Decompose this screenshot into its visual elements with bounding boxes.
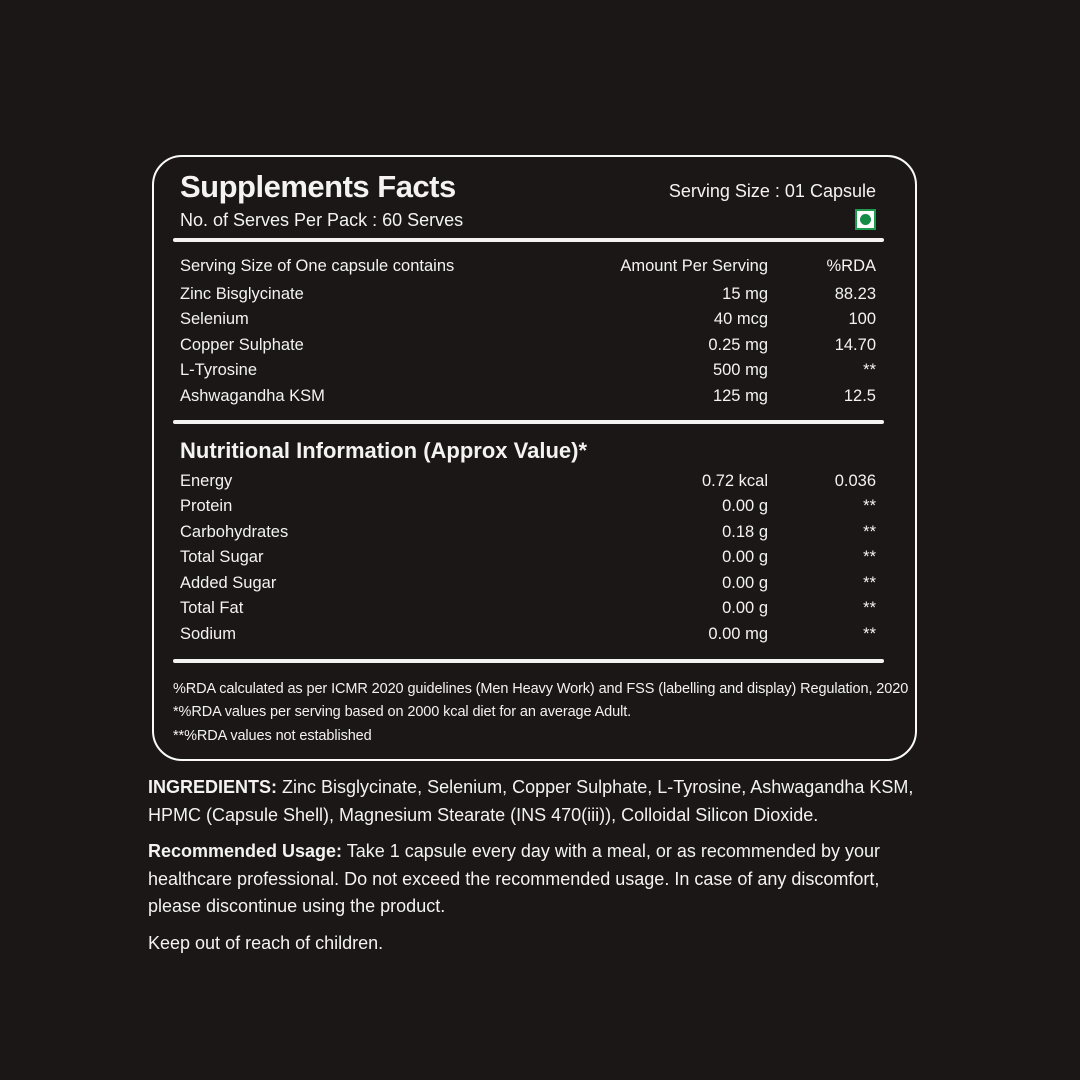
row-amount: 15 mg: [722, 284, 768, 303]
row-name: Sodium: [180, 624, 236, 643]
table-row: L-Tyrosine 500 mg **: [173, 358, 884, 384]
footnote-line: %RDA calculated as per ICMR 2020 guideli…: [173, 680, 909, 697]
nutrition-section-heading: Nutritional Information (Approx Value)*: [180, 437, 588, 463]
usage-label: Recommended Usage:: [148, 841, 343, 861]
row-amount: 0.18 g: [722, 522, 768, 541]
table-row: Copper Sulphate 0.25 mg 14.70: [173, 333, 884, 359]
row-amount: 0.25 mg: [708, 335, 768, 354]
row-rda: 88.23: [834, 284, 876, 303]
panel-title: Supplements Facts: [180, 169, 456, 204]
row-name: Added Sugar: [180, 573, 277, 592]
vegetarian-mark-icon: [855, 209, 876, 230]
section-divider: [173, 420, 884, 424]
row-rda: **: [863, 599, 876, 618]
supplement-table-header: Serving Size of One capsule contains Amo…: [173, 254, 884, 280]
table-row: Ashwagandha KSM 125 mg 12.5: [173, 384, 884, 410]
table-row: Total Sugar 0.00 g **: [173, 545, 884, 571]
row-rda: **: [863, 522, 876, 541]
table-row: Protein 0.00 g **: [173, 494, 884, 520]
column-header-name: Serving Size of One capsule contains: [180, 257, 455, 275]
row-amount: 0.00 g: [722, 573, 768, 592]
ingredients-text: Zinc Bisglycinate, Selenium, Copper Sulp…: [148, 777, 914, 825]
row-rda: **: [863, 624, 876, 643]
table-row: Selenium 40 mcg 100: [173, 307, 884, 333]
row-amount: 0.00 g: [722, 599, 768, 618]
serves-per-pack-text: No. of Serves Per Pack : 60 Serves: [180, 209, 464, 230]
table-row: Total Fat 0.00 g **: [173, 596, 884, 622]
serving-size-text: Serving Size : 01 Capsule: [668, 181, 876, 201]
table-row: Energy 0.72 kcal 0.036: [173, 469, 884, 495]
column-header-amount: Amount Per Serving: [620, 257, 768, 275]
table-row: Carbohydrates 0.18 g **: [173, 520, 884, 546]
row-rda: 100: [848, 310, 876, 329]
row-amount: 40 mcg: [713, 310, 768, 329]
row-name: L-Tyrosine: [180, 361, 258, 380]
row-name: Ashwagandha KSM: [180, 386, 325, 405]
row-rda: 12.5: [843, 386, 876, 405]
footnote-line: *%RDA values per serving based on 2000 k…: [173, 704, 632, 720]
row-name: Total Sugar: [180, 548, 264, 567]
table-row: Sodium 0.00 mg **: [173, 622, 884, 648]
row-name: Total Fat: [180, 599, 244, 618]
ingredients-paragraph: INGREDIENTS: Zinc Bisglycinate, Selenium…: [148, 774, 930, 829]
row-name: Selenium: [180, 310, 249, 329]
row-amount: 500 mg: [712, 361, 768, 380]
header-divider: [173, 238, 884, 242]
nutrition-table: Energy 0.72 kcal 0.036 Protein 0.00 g **…: [173, 469, 884, 648]
row-amount: 0.72 kcal: [701, 471, 768, 490]
column-header-rda: %RDA: [826, 257, 876, 275]
supplement-table: Zinc Bisglycinate 15 mg 88.23 Selenium 4…: [173, 282, 884, 410]
table-row: Added Sugar 0.00 g **: [173, 571, 884, 597]
row-rda: 14.70: [834, 335, 876, 354]
row-name: Protein: [180, 497, 233, 516]
panel-header-row-2: No. of Serves Per Pack : 60 Serves: [173, 209, 884, 230]
table-row: Zinc Bisglycinate 15 mg 88.23: [173, 282, 884, 308]
vegetarian-mark-dot: [860, 214, 871, 225]
panel-header-row-1: Supplements Facts Serving Size : 01 Caps…: [173, 170, 884, 203]
row-amount: 125 mg: [712, 386, 768, 405]
panel-content: Supplements Facts Serving Size : 01 Caps…: [173, 157, 909, 749]
row-name: Copper Sulphate: [180, 335, 304, 354]
row-rda: **: [863, 361, 876, 380]
row-name: Energy: [180, 471, 233, 490]
row-rda: **: [863, 573, 876, 592]
row-amount: 0.00 mg: [708, 624, 768, 643]
usage-paragraph: Recommended Usage: Take 1 capsule every …: [148, 838, 930, 921]
usage-text: Take 1 capsule every day with a meal, or…: [148, 841, 880, 916]
row-amount: 0.00 g: [722, 548, 768, 567]
row-rda: **: [863, 497, 876, 516]
caution-text: Keep out of reach of children.: [148, 932, 384, 953]
row-rda: **: [863, 548, 876, 567]
below-panel-text: INGREDIENTS: Zinc Bisglycinate, Selenium…: [148, 774, 930, 966]
ingredients-label: INGREDIENTS:: [148, 777, 278, 797]
row-name: Zinc Bisglycinate: [180, 284, 304, 303]
row-amount: 0.00 g: [722, 497, 768, 516]
row-rda: 0.036: [834, 471, 876, 490]
supplement-facts-panel: Supplements Facts Serving Size : 01 Caps…: [152, 155, 917, 761]
footnote-line: **%RDA values not established: [173, 727, 372, 744]
rda-footnotes: %RDA calculated as per ICMR 2020 guideli…: [173, 678, 909, 749]
footer-divider: [173, 659, 884, 663]
row-name: Carbohydrates: [180, 522, 289, 541]
